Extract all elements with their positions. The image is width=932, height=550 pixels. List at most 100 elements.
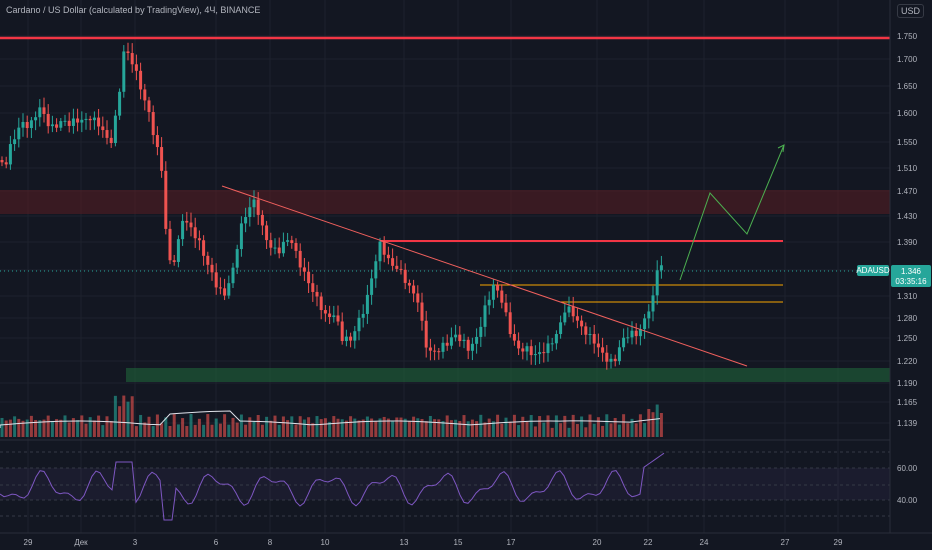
volume-bar — [172, 414, 176, 437]
candle-body — [88, 118, 92, 121]
candle — [193, 217, 197, 248]
candle-body — [176, 239, 180, 262]
time-axis-label: 24 — [700, 538, 709, 547]
candle — [491, 279, 495, 309]
volume-bar — [407, 421, 411, 437]
candle-body — [231, 267, 235, 284]
candle-body — [596, 343, 600, 348]
candle — [160, 137, 164, 178]
candle — [134, 54, 138, 81]
volume-bar — [319, 419, 323, 437]
candle — [584, 322, 588, 345]
candle — [374, 254, 378, 288]
candle-body — [571, 306, 575, 317]
time-axis-label: 20 — [593, 538, 602, 547]
volume-bar — [231, 417, 235, 437]
candle-body — [580, 320, 584, 327]
candle-body — [71, 118, 75, 126]
volume-bar — [164, 417, 168, 437]
candle — [147, 96, 151, 122]
candle-body — [433, 350, 437, 352]
currency-button[interactable]: USD — [896, 4, 924, 18]
volume-bar — [38, 420, 42, 437]
candle-body — [218, 287, 222, 289]
candle — [504, 294, 508, 317]
rsi-axis-label: 60.00 — [897, 464, 918, 473]
candle — [328, 305, 332, 325]
candle-body — [139, 70, 143, 90]
volume-bar — [634, 423, 638, 437]
candle — [441, 336, 445, 359]
candle-body — [538, 352, 542, 355]
volume-bar — [294, 424, 298, 437]
volume-bar — [88, 417, 92, 437]
candle-body — [634, 330, 638, 337]
candle-body — [46, 113, 50, 127]
candle — [563, 303, 567, 326]
resistance-zone — [0, 190, 890, 214]
volume-bar — [202, 424, 206, 437]
volume-bar — [382, 416, 386, 437]
candle — [634, 323, 638, 345]
candle — [559, 315, 563, 339]
volume-bar — [403, 418, 407, 437]
candle — [357, 309, 361, 341]
candle — [113, 109, 117, 147]
candle — [252, 190, 256, 218]
candle — [454, 324, 458, 342]
volume-bar — [223, 414, 227, 437]
candle-body — [281, 241, 285, 254]
volume-bar — [139, 414, 143, 437]
candle — [281, 232, 285, 257]
candle-body — [113, 115, 117, 144]
candle-body — [63, 120, 67, 122]
volume-bar — [84, 423, 88, 437]
candle-body — [130, 53, 134, 65]
candle-body — [55, 124, 59, 128]
volume-bar — [214, 418, 218, 437]
volume-bar — [643, 423, 647, 437]
volume-bar — [336, 418, 340, 437]
volume-bar — [147, 416, 151, 437]
candle-body — [567, 306, 571, 313]
price-axis-label: 1.750 — [897, 32, 918, 41]
volume-bar — [42, 419, 46, 437]
volume-bar — [412, 416, 416, 437]
candle-body — [441, 342, 445, 352]
volume-bar — [118, 406, 122, 437]
candle-body — [286, 240, 290, 242]
time-axis-label: 6 — [214, 538, 219, 547]
volume-bar — [8, 419, 12, 437]
volume-bar — [302, 419, 306, 437]
candle — [605, 345, 609, 370]
candle-body — [613, 358, 617, 362]
candle — [298, 243, 302, 276]
volume-ma-line — [0, 410, 661, 428]
candle-body — [449, 337, 453, 346]
volume-bar — [323, 418, 327, 437]
price-axis-label: 1.510 — [897, 164, 918, 173]
candle — [542, 342, 546, 363]
volume-bar — [483, 422, 487, 437]
candle-body — [361, 313, 365, 318]
candle — [470, 337, 474, 361]
candle-body — [122, 51, 126, 92]
candle-body — [512, 334, 516, 341]
volume-bar — [67, 422, 71, 437]
candle — [550, 337, 554, 352]
candle — [185, 211, 189, 231]
candle — [647, 304, 651, 329]
volume-bar — [630, 418, 634, 437]
candle-body — [151, 112, 155, 136]
volume-bar — [655, 404, 659, 437]
volume-bar — [622, 414, 626, 437]
volume-bar — [235, 422, 239, 437]
candle — [218, 277, 222, 295]
candle-body — [298, 250, 302, 268]
candle — [386, 246, 390, 265]
volume-bar — [189, 414, 193, 437]
candle — [580, 315, 584, 335]
volume-bar — [554, 415, 558, 437]
candle-body — [592, 334, 596, 344]
